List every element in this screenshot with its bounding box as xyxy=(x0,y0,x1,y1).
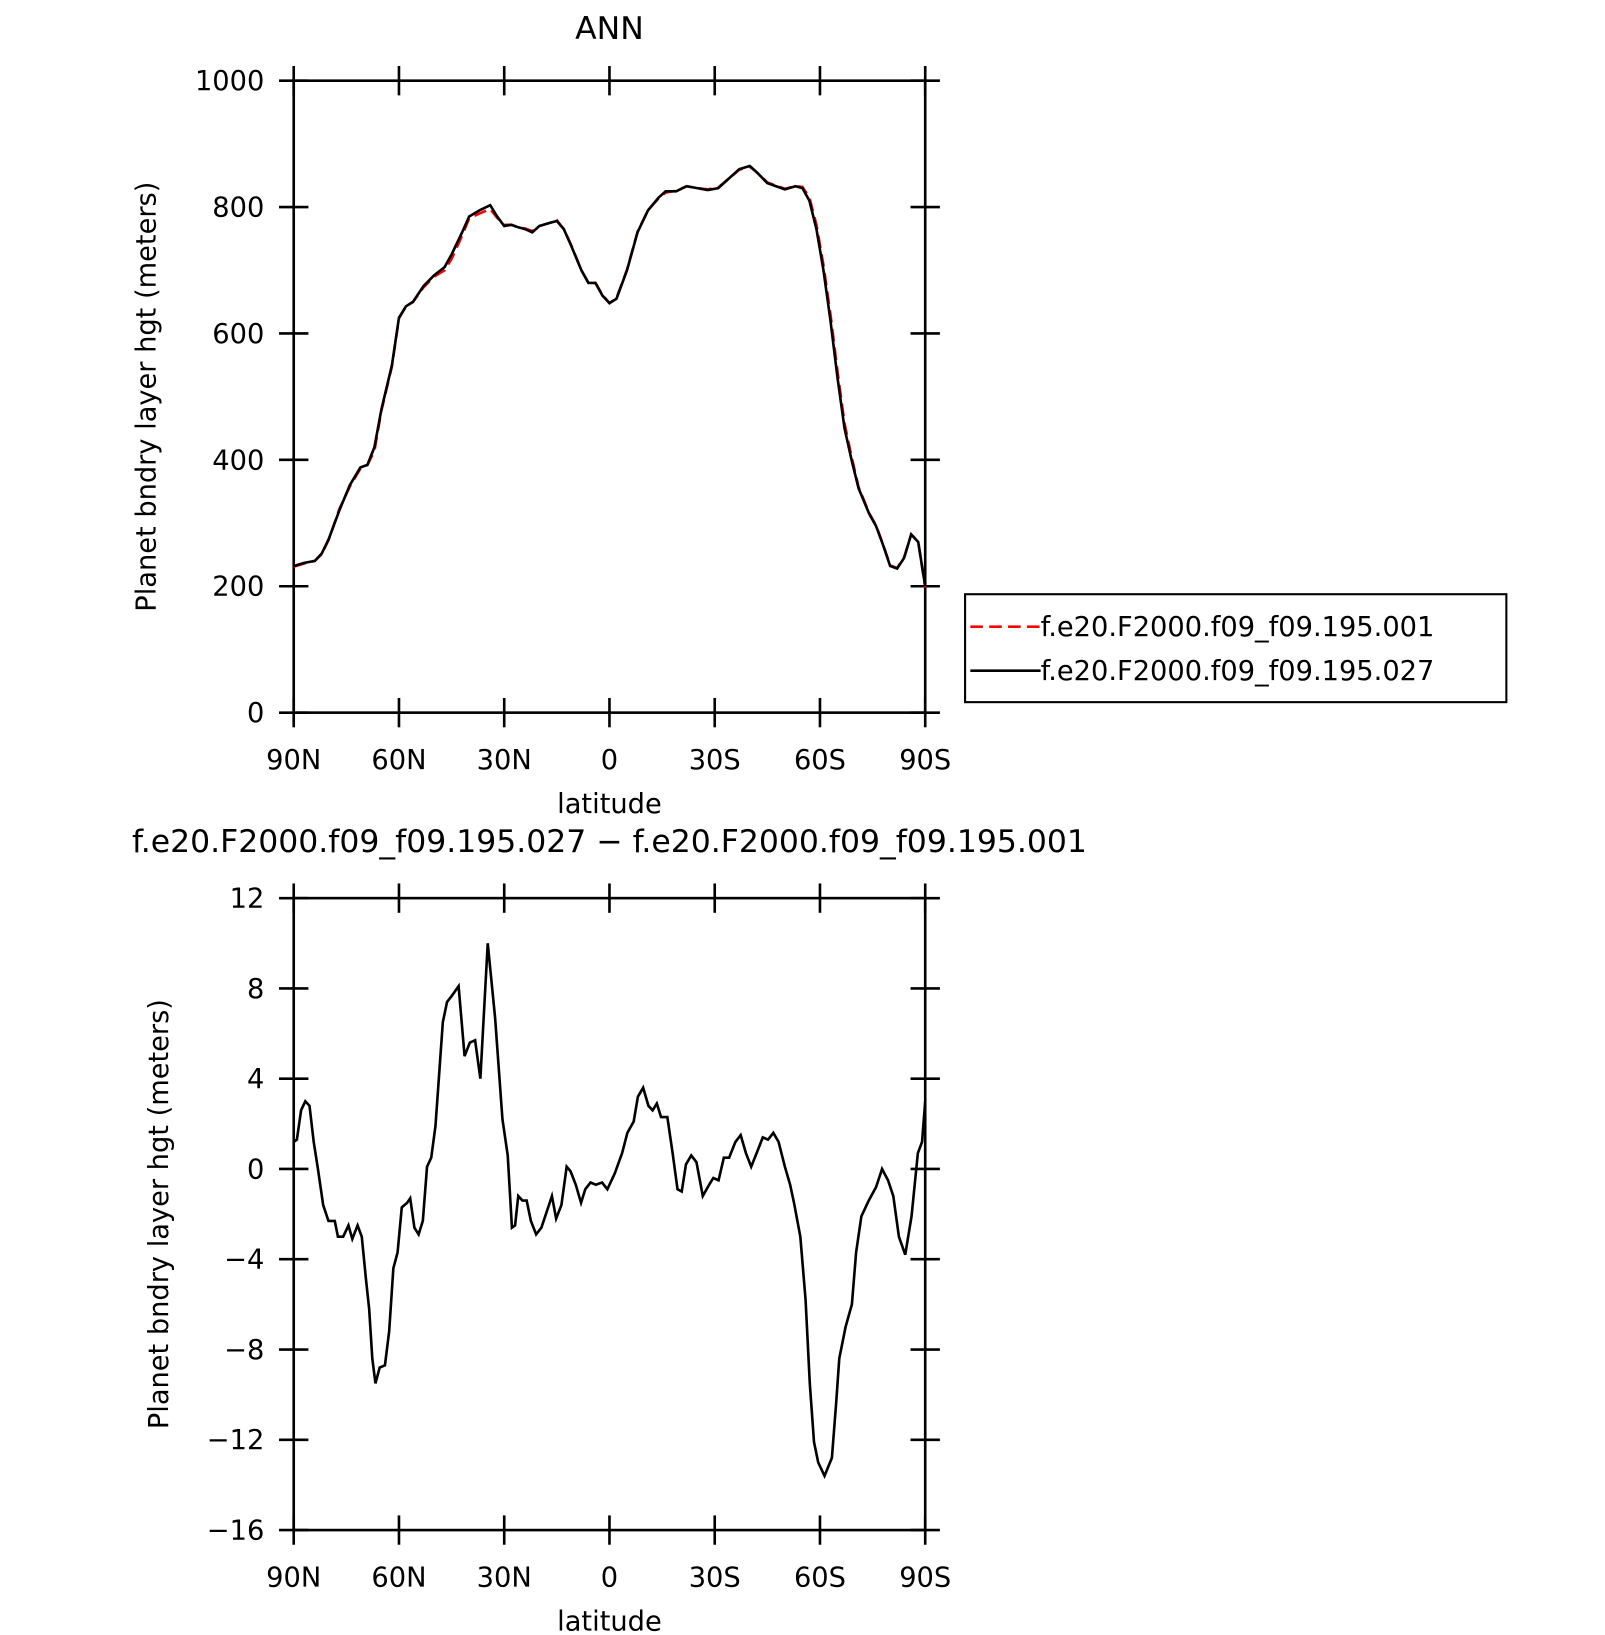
x-tick-label: 60S xyxy=(794,1563,846,1594)
x-tick-label: 60N xyxy=(371,745,426,776)
x-tick-label: 90S xyxy=(899,745,951,776)
plot-frame xyxy=(292,896,927,1532)
y-tick-label: 600 xyxy=(212,319,264,350)
y-tick-label: 200 xyxy=(212,572,264,603)
legend-label: f.e20.F2000.f09_f09.195.027 xyxy=(1041,656,1435,687)
x-tick-label: 60S xyxy=(794,745,846,776)
x-tick-label: 90N xyxy=(266,1563,321,1594)
x-tick-label: 0 xyxy=(601,1563,618,1594)
x-axis-label: latitude xyxy=(557,1607,662,1635)
x-tick-label: 0 xyxy=(601,745,618,776)
x-tick-label: 90N xyxy=(266,745,321,776)
x-tick-label: 90S xyxy=(899,1563,951,1594)
plot-group: ANN Planet bndry layer hgt (meters) latitu… xyxy=(131,11,1508,1635)
x-tick-label: 30S xyxy=(689,745,741,776)
plot-frame xyxy=(292,79,927,714)
data-line xyxy=(293,164,927,587)
y-tick-label: 0 xyxy=(247,698,264,729)
chart-title: ANN xyxy=(575,11,644,47)
y-tick-label: −12 xyxy=(207,1425,265,1456)
x-tick-label: 30N xyxy=(477,1563,532,1594)
y-tick-label: 12 xyxy=(230,884,265,915)
y-tick-label: −8 xyxy=(224,1335,264,1366)
data-line xyxy=(292,943,927,1480)
y-tick-label: 4 xyxy=(247,1064,264,1095)
y-axis-label: Planet bndry layer hgt (meters) xyxy=(144,999,175,1429)
y-tick-label: −16 xyxy=(207,1516,265,1547)
chart-title: f.e20.F2000.f09_f09.195.027 − f.e20.F200… xyxy=(132,824,1087,860)
y-tick-label: −4 xyxy=(224,1245,264,1276)
y-tick-label: 1000 xyxy=(195,66,264,97)
y-axis-label: Planet bndry layer hgt (meters) xyxy=(131,182,162,612)
x-tick-label: 60N xyxy=(371,1563,426,1594)
y-tick-label: 8 xyxy=(247,974,264,1005)
x-tick-label: 30S xyxy=(689,1563,741,1594)
legend-box xyxy=(964,593,1508,704)
x-axis-label: latitude xyxy=(557,789,662,820)
x-tick-label: 30N xyxy=(477,745,532,776)
legend-label: f.e20.F2000.f09_f09.195.001 xyxy=(1041,612,1435,643)
y-tick-label: 0 xyxy=(247,1154,264,1185)
y-tick-label: 400 xyxy=(212,445,264,476)
y-tick-label: 800 xyxy=(212,193,264,224)
